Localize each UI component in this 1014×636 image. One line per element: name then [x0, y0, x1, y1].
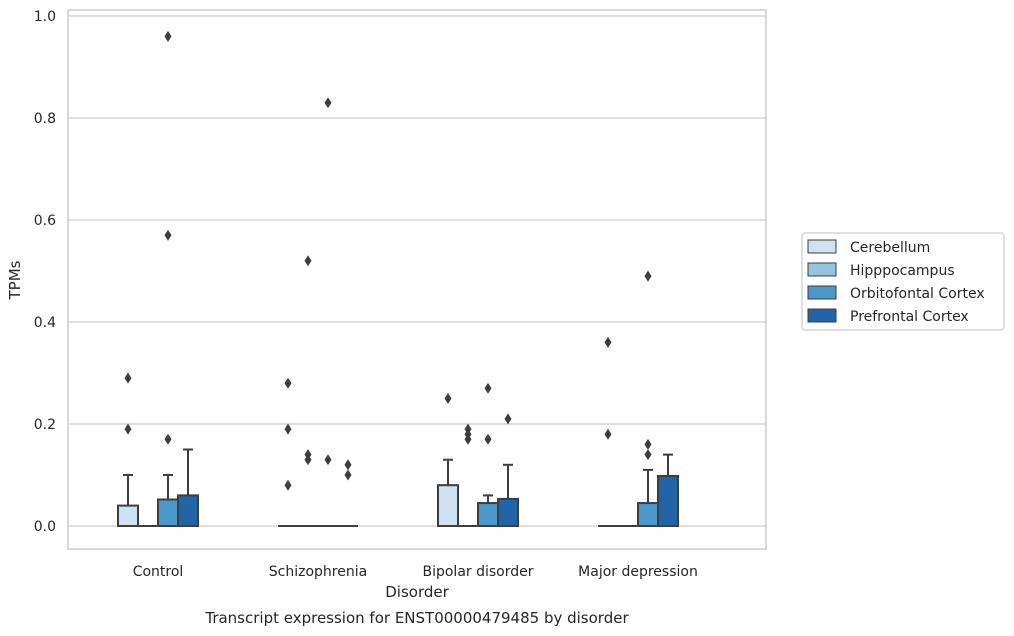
- y-tick-label: 0.6: [34, 213, 56, 229]
- box-cerebellum: [437, 393, 459, 528]
- outlier-point: [464, 423, 472, 435]
- outlier-point: [644, 438, 652, 450]
- outlier-point: [164, 30, 172, 42]
- outlier-point: [604, 336, 612, 348]
- legend-label: Cerebellum: [850, 240, 930, 256]
- box-body: [157, 498, 179, 528]
- box-body: [637, 502, 659, 527]
- y-tick-label: 1.0: [34, 9, 56, 25]
- outlier-point: [344, 469, 352, 481]
- box-body: [477, 502, 499, 527]
- box-prefrontal-cortex: [657, 453, 679, 527]
- x-tick-label: Schizophrenia: [269, 564, 367, 580]
- y-tick-label: 0.2: [34, 417, 56, 433]
- box-body: [497, 497, 519, 528]
- outlier-point: [344, 459, 352, 471]
- y-tick-label: 0.0: [34, 519, 56, 535]
- outlier-point: [164, 433, 172, 445]
- box-cerebellum: [117, 372, 139, 528]
- outlier-point: [484, 382, 492, 394]
- outlier-point: [284, 423, 292, 435]
- box-hipppocampus: [458, 423, 478, 527]
- box-cerebellum: [598, 336, 618, 527]
- outlier-point: [324, 454, 332, 466]
- x-axis-title: Disorder: [385, 583, 449, 601]
- x-tick-label: Control: [133, 564, 184, 580]
- box-body: [177, 494, 199, 527]
- outlier-point: [124, 372, 132, 384]
- outlier-point: [284, 479, 292, 491]
- legend-item: Prefrontal Cortex: [807, 308, 969, 325]
- legend-swatch: [807, 262, 837, 277]
- outlier-point: [124, 423, 132, 435]
- box-orbitofontal-cortex: [157, 30, 179, 528]
- legend-swatch: [807, 285, 837, 300]
- outlier-point: [644, 270, 652, 282]
- legend-label: Orbitofontal Cortex: [850, 286, 985, 302]
- legend-item: Orbitofontal Cortex: [807, 285, 985, 302]
- legend-swatch: [807, 308, 837, 323]
- chart-caption: Transcript expression for ENST0000047948…: [204, 609, 629, 627]
- legend-item: Hipppocampus: [807, 262, 955, 279]
- outlier-point: [444, 393, 452, 404]
- box-orbitofontal-cortex: [318, 97, 338, 527]
- y-tick-label: 0.8: [34, 111, 56, 127]
- outlier-point: [324, 97, 332, 109]
- box-prefrontal-cortex: [177, 448, 199, 527]
- x-tick-label: Bipolar disorder: [422, 564, 533, 580]
- plot-frame: [67, 9, 767, 550]
- box-cerebellum: [278, 377, 298, 527]
- axes: 0.0 0.2 0.4 0.6 0.8 1.0 Control Schizophrenia Bi…: [34, 9, 698, 580]
- outlier-point: [604, 428, 612, 440]
- outlier-point: [164, 229, 172, 241]
- legend-swatch: [807, 239, 837, 254]
- box-prefrontal-cortex: [338, 459, 358, 527]
- box-body: [117, 504, 139, 528]
- x-tick-label: Major depression: [578, 564, 698, 580]
- outlier-point: [304, 255, 312, 267]
- legend-label: Hipppocampus: [850, 263, 955, 279]
- box-body: [437, 484, 459, 528]
- box-prefrontal-cortex: [497, 413, 519, 528]
- outlier-point: [484, 433, 492, 445]
- box-hipppocampus: [298, 255, 318, 527]
- outlier-point: [644, 449, 652, 461]
- plot-area: [67, 9, 767, 550]
- box-body: [657, 475, 679, 527]
- legend: Cerebellum Hipppocampus Orbitofontal Corte…: [801, 232, 1005, 331]
- y-tick-label: 0.4: [34, 315, 56, 331]
- chart-marks: [117, 30, 679, 528]
- outlier-point: [504, 413, 512, 425]
- y-axis-title: TPMs: [6, 260, 24, 300]
- outlier-point: [304, 449, 312, 461]
- outlier-point: [284, 377, 292, 389]
- legend-label: Prefrontal Cortex: [850, 309, 969, 325]
- legend-frame: [801, 232, 1005, 331]
- legend-item: Cerebellum: [807, 239, 930, 256]
